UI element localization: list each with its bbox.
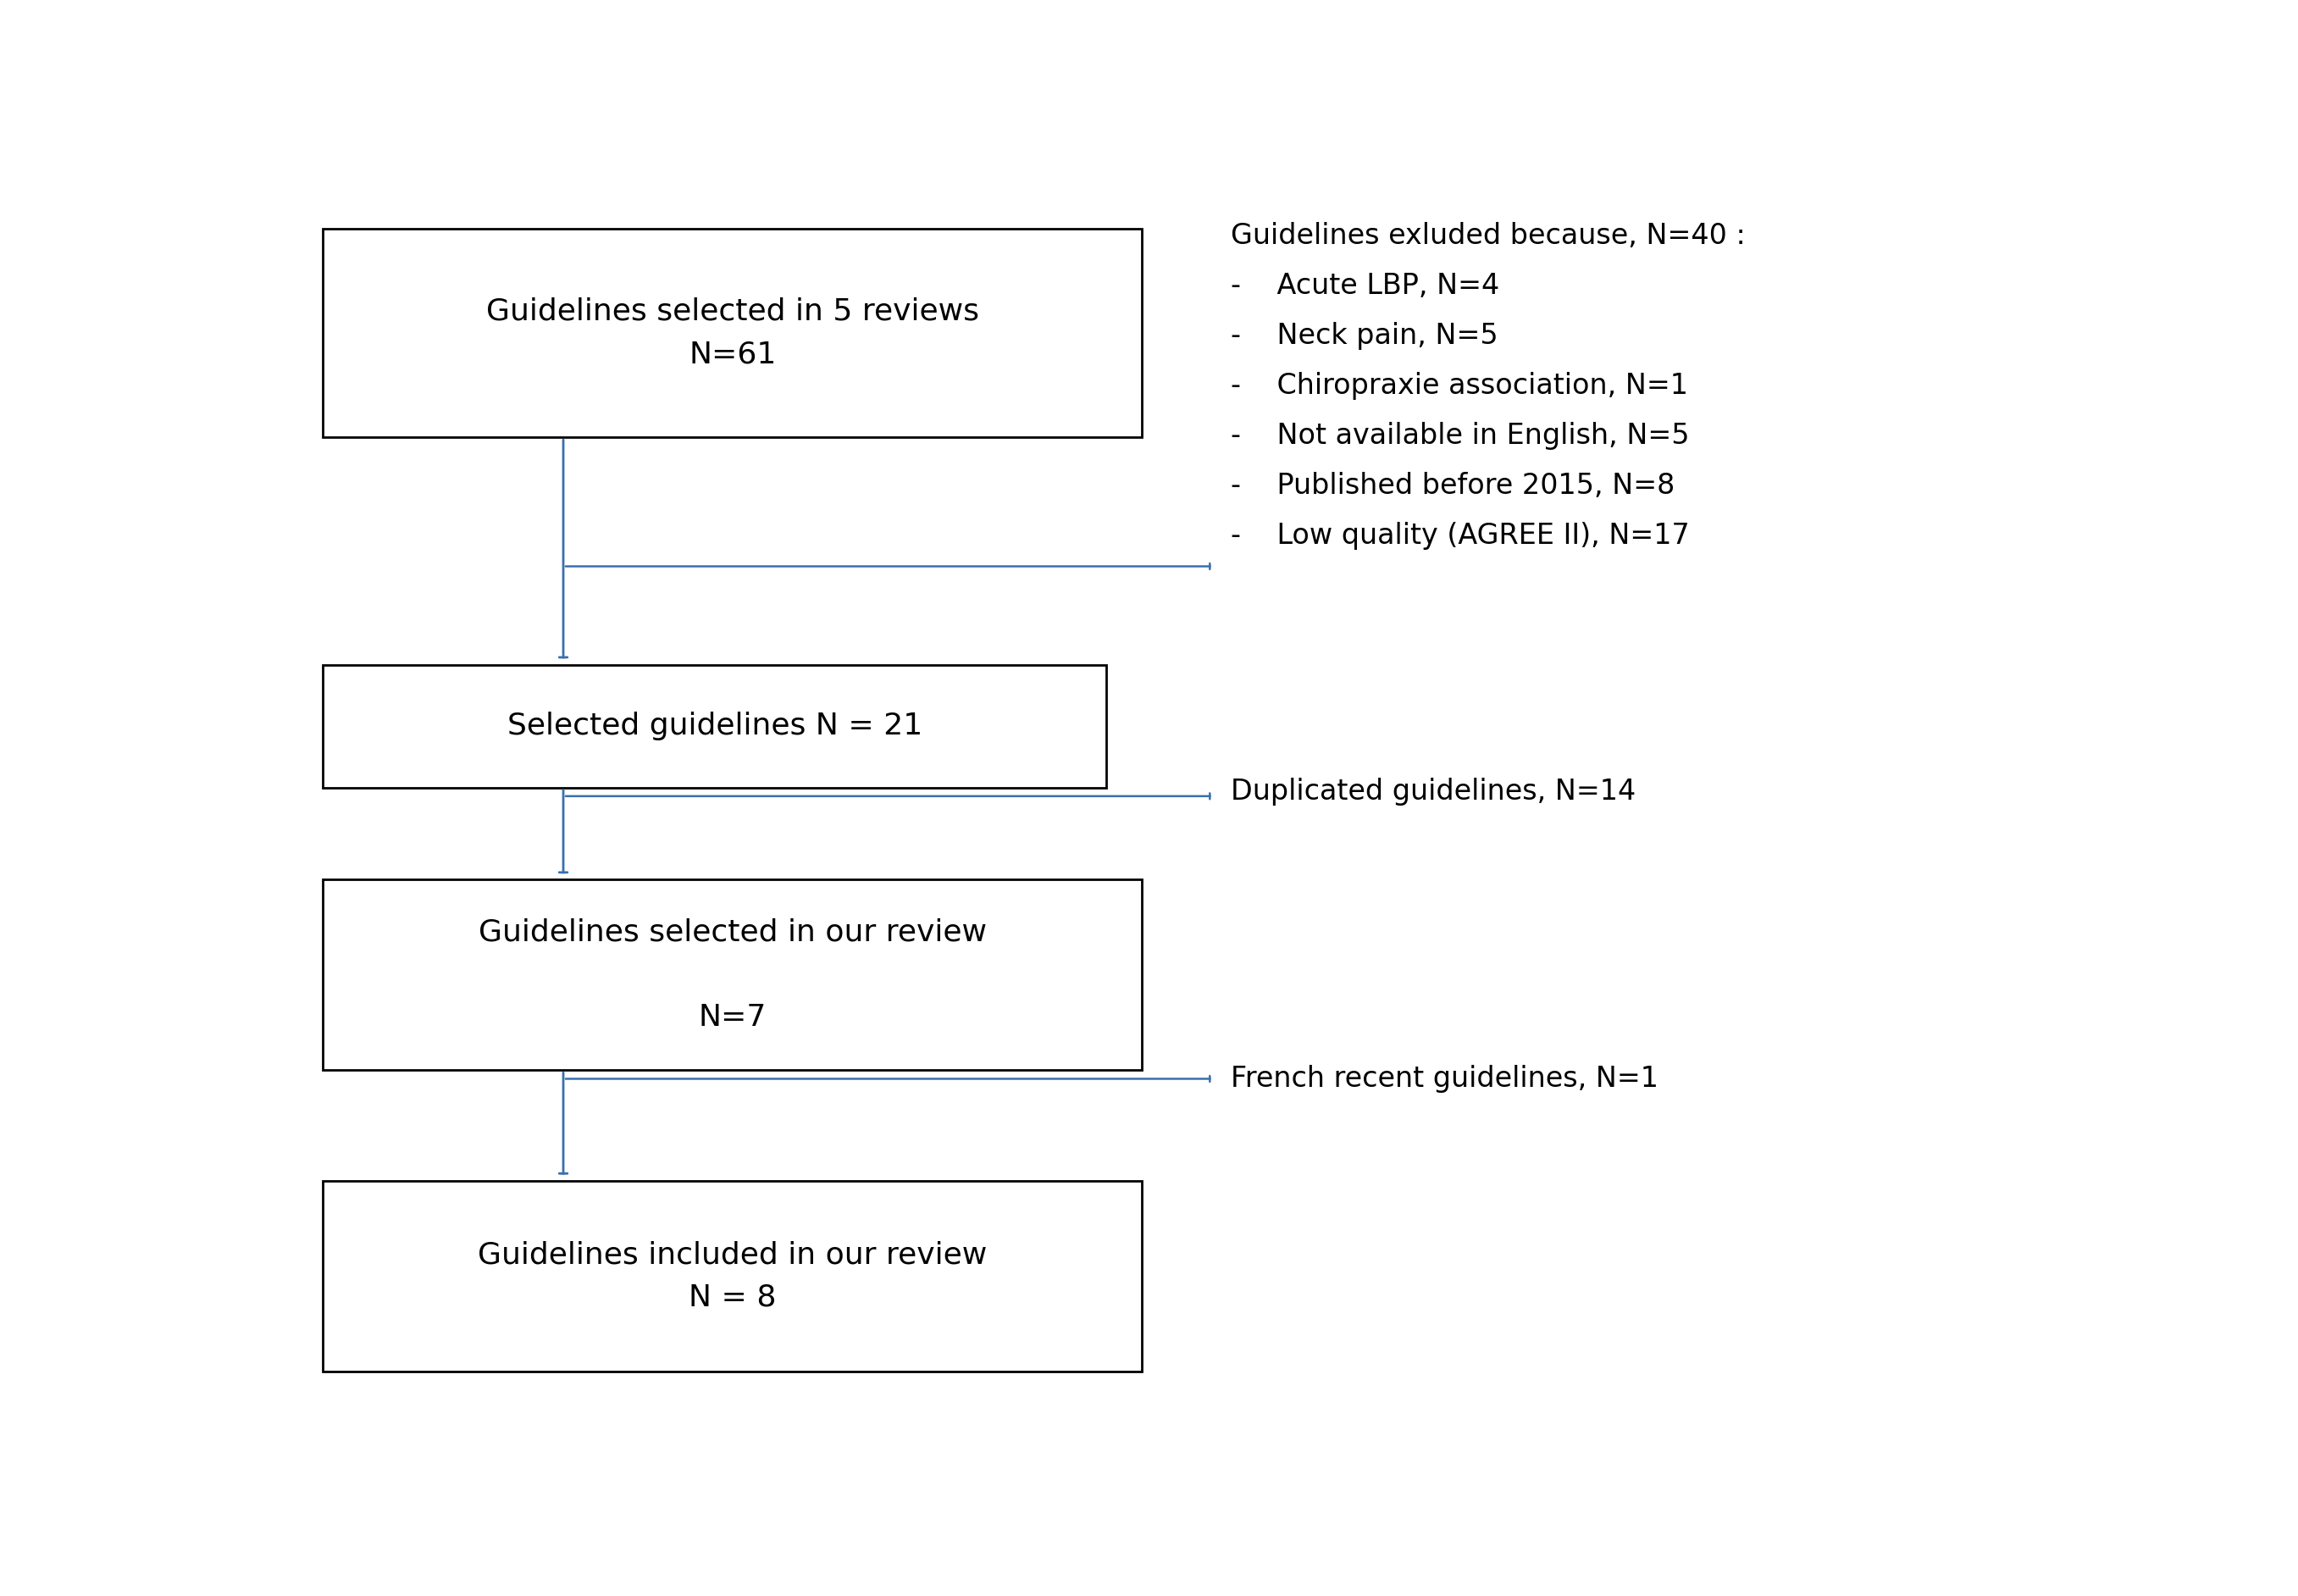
Text: Selected guidelines N = 21: Selected guidelines N = 21 [508,712,921,741]
Text: French recent guidelines, N=1: French recent guidelines, N=1 [1232,1065,1659,1093]
Text: Guidelines selected in our review

N=7: Guidelines selected in our review N=7 [478,918,986,1033]
FancyBboxPatch shape [322,879,1142,1071]
Text: Guidelines included in our review
N = 8: Guidelines included in our review N = 8 [478,1240,988,1312]
Text: Guidelines exluded because, N=40 :
-    Acute LBP, N=4
-    Neck pain, N=5
-    : Guidelines exluded because, N=40 : - Acu… [1232,222,1746,551]
FancyBboxPatch shape [322,228,1142,437]
Text: Duplicated guidelines, N=14: Duplicated guidelines, N=14 [1232,777,1636,806]
FancyBboxPatch shape [322,664,1108,787]
FancyBboxPatch shape [322,1181,1142,1371]
Text: Guidelines selected in 5 reviews
N=61: Guidelines selected in 5 reviews N=61 [485,297,979,369]
